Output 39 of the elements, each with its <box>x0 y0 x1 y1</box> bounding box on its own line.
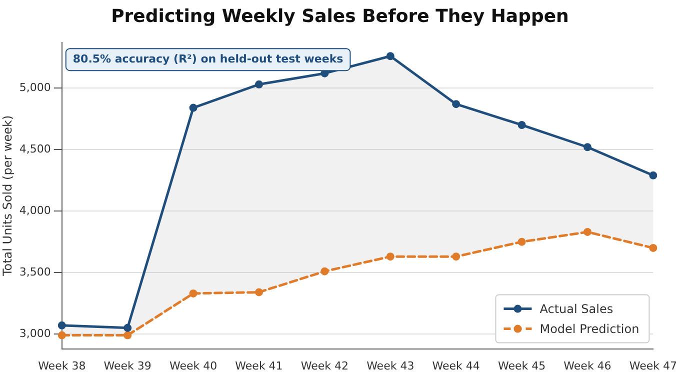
y-tick-label: 3,000 <box>19 326 51 340</box>
x-tick-label: Week 41 <box>235 359 283 372</box>
point <box>583 143 592 152</box>
point <box>518 120 526 129</box>
x-tick-label: Week 47 <box>629 359 678 372</box>
x-tick-label: Week 38 <box>38 359 86 372</box>
chart-title: Predicting Weekly Sales Before They Happen <box>110 5 570 29</box>
point <box>649 244 658 252</box>
y-tick-label: 4,500 <box>19 142 51 156</box>
point <box>320 267 329 276</box>
point <box>518 238 526 246</box>
x-tick-label: Week 39 <box>104 359 152 372</box>
annotation: 80.5% accuracy (R²) on held-out test weeks <box>72 52 344 66</box>
point <box>583 228 592 236</box>
point <box>58 321 66 330</box>
x-tick-label: Week 43 <box>366 359 414 372</box>
point <box>452 252 460 261</box>
y-tick-label: 3,500 <box>19 265 51 278</box>
x-tick-label: Week 46 <box>564 359 612 372</box>
point <box>452 100 460 108</box>
point <box>254 288 263 296</box>
x-tick-label: Week 44 <box>432 359 480 372</box>
legend-label: Actual Sales <box>540 302 614 316</box>
y-axis-title: Total Units Sold (per week) <box>0 115 14 278</box>
x-tick-label: Week 40 <box>169 359 218 372</box>
point <box>254 80 263 88</box>
legend-label: Model Prediction <box>540 322 640 336</box>
y-tick-label: 4,000 <box>19 204 51 217</box>
point <box>124 331 132 340</box>
point <box>386 252 394 261</box>
x-tick-label: Week 42 <box>300 359 349 372</box>
point <box>189 289 198 298</box>
point <box>649 171 658 180</box>
x-tick-label: Week 45 <box>498 359 546 372</box>
y-tick-label: 5,000 <box>19 80 51 94</box>
point <box>58 331 66 340</box>
point <box>189 104 198 112</box>
point <box>124 324 132 332</box>
point <box>386 52 394 60</box>
